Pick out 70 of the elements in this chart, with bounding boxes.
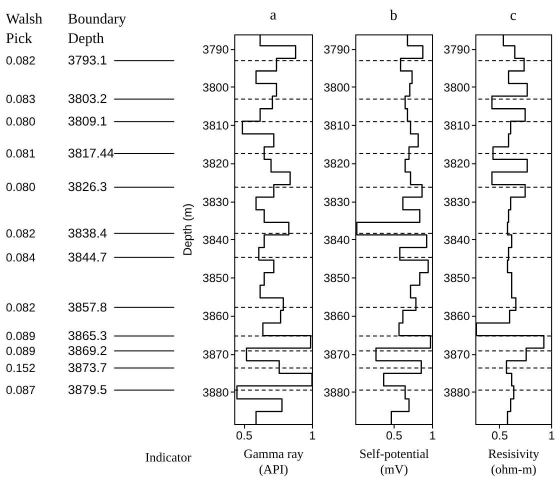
y-tick-label: 3820 [202,156,230,171]
y-tick-label: 3840 [202,232,230,247]
ref-line-label: 3809.1 [68,114,107,129]
text: 0.082 [6,54,36,68]
x-axis-title: Gamma ray (API) [244,447,304,477]
text: 0.089 [6,328,36,343]
ref-line-label: 3869.2 [68,342,107,358]
text: 0.152 [6,360,36,375]
y-tick-label: 3820 [324,156,350,171]
y-tick-label: 3850 [202,271,230,286]
ref-line-label: 3793.1 [68,52,107,68]
y-tick-label: 3800 [324,80,350,94]
y-tick-label: 3850 [324,271,350,286]
x-tick-label: 0.5 [491,428,508,442]
x-tick-label: 1 [429,428,436,442]
text: 0.081 [6,146,36,160]
text: 0.087 [6,383,36,398]
ref-line-label: 3857.8 [68,299,107,314]
x-axis-title: Resisivity (ohm-m) [488,447,540,477]
y-tick-label: 3880 [202,385,230,400]
x-tick-label: 0.5 [386,428,403,442]
x-tick-label: 1 [309,428,316,442]
y-tick-label: 3860 [202,309,230,324]
text: Walsh Pick [6,12,44,48]
text: 0.089 [6,344,36,358]
y-tick-label: 3840 [324,232,350,247]
text: 0.082 [6,226,36,240]
y-tick-label: 3800 [202,80,230,94]
text: 0.080 [6,180,36,194]
x-axis-title: Self-potential (mV) [359,447,430,477]
text: Indicator [145,450,192,464]
y-tick-label: 3840 [444,232,470,247]
y-tick-label: 3870 [324,347,350,362]
ref-line-label: 3844.7 [68,249,107,264]
text: Boundary Depth [68,12,127,48]
y-tick-label: 3810 [202,118,230,133]
y-tick-label: 3810 [324,118,350,133]
text: 0.083 [6,92,36,106]
y-tick-label: 3800 [444,80,470,94]
y-tick-label: 3820 [444,156,470,171]
y-tick-label: 3880 [324,385,350,400]
ref-line-label: 3826.3 [68,179,107,194]
text: 0.084 [6,250,36,264]
y-tick-label: 3860 [324,309,350,324]
y-axis-title: Depth (m) [180,203,195,256]
ref-line-label: 3817.44 [68,145,114,160]
y-tick-label: 3810 [444,118,470,133]
chart-title: a [270,8,277,24]
y-tick-label: 3830 [202,194,230,209]
y-tick-label: 3830 [324,194,350,209]
y-tick-label: 3830 [444,194,470,209]
text: 0.080 [6,114,36,129]
chart-title: b [390,8,398,24]
y-tick-label: 3790 [324,42,350,56]
ref-line-label: 3865.3 [68,328,107,343]
x-tick-label: 1 [548,428,555,442]
y-tick-label: 3850 [444,271,470,286]
chart-title: c [510,8,517,24]
ref-line-label: 3879.5 [68,382,107,398]
x-tick-label: 0.5 [236,428,253,442]
text: 0.082 [6,300,36,314]
y-tick-label: 3870 [202,347,230,362]
ref-line-label: 3838.4 [68,225,107,240]
y-tick-label: 3880 [444,385,470,400]
ref-line-label: 3803.2 [68,91,107,106]
y-tick-label: 3790 [202,42,230,56]
y-tick-label: 3870 [444,347,470,362]
ref-line-label: 3873.7 [68,360,107,375]
y-tick-label: 3790 [444,42,470,56]
y-tick-label: 3860 [444,309,470,324]
